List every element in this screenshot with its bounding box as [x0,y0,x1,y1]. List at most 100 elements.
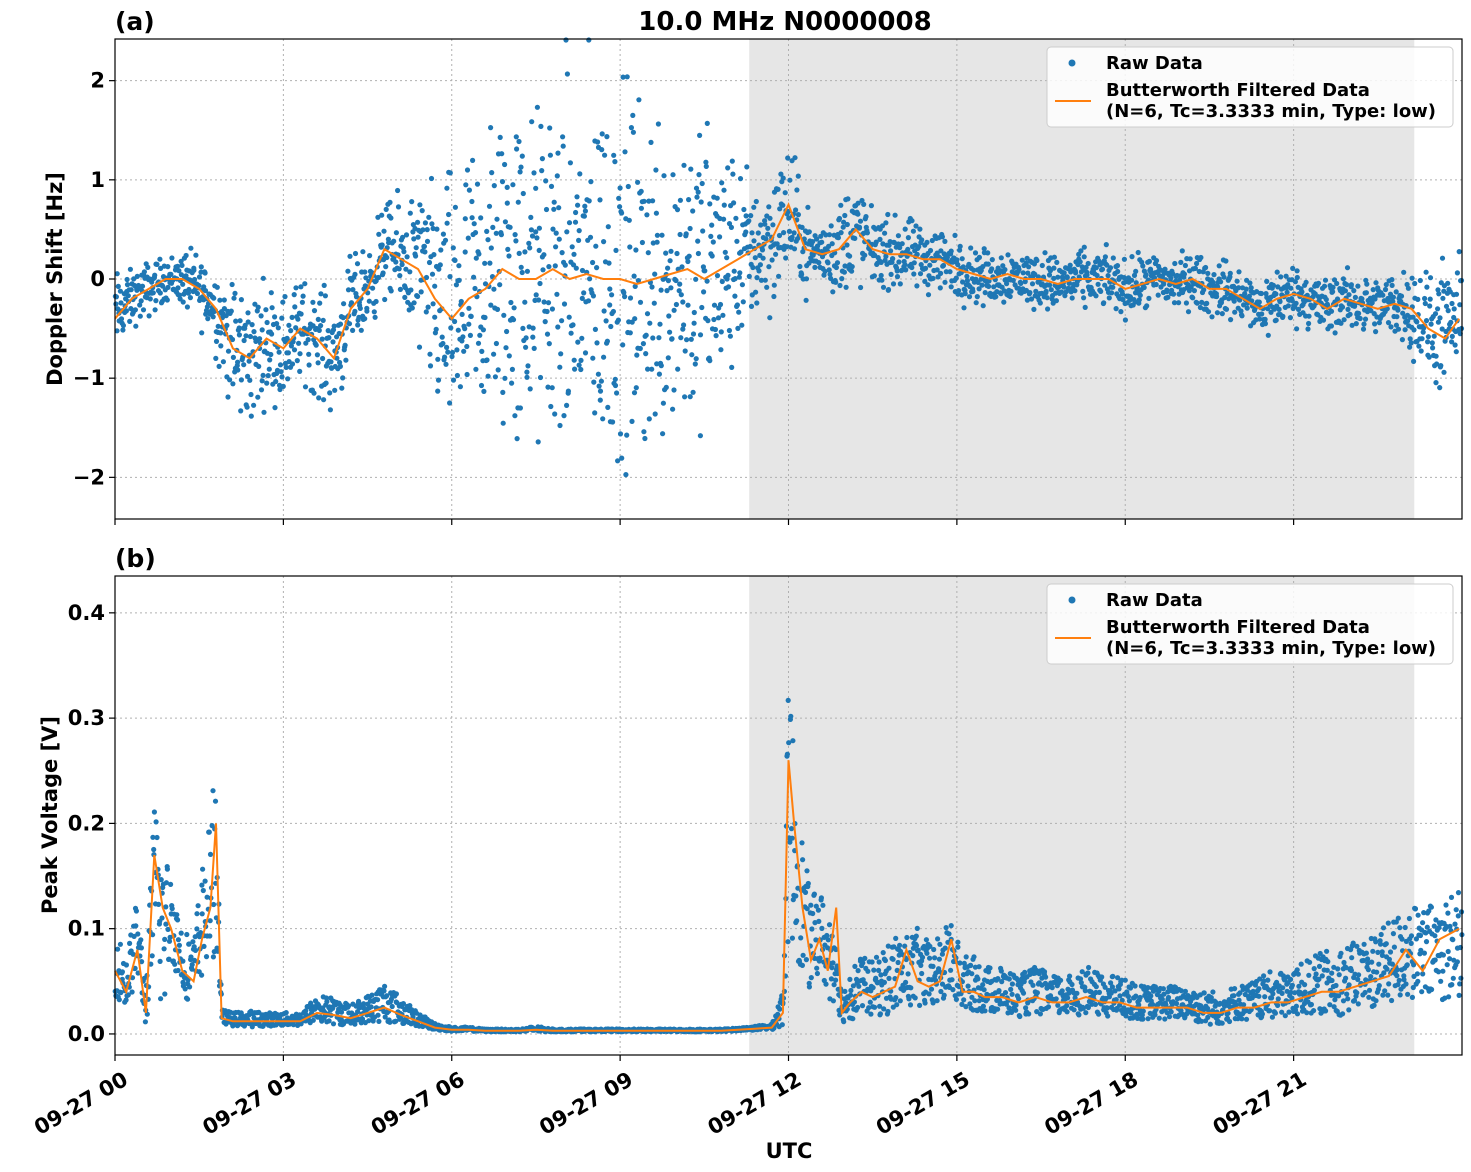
panel-a-raw-point [326,335,332,341]
panel-a-raw-point [1153,281,1159,288]
panel-a-raw-point [966,294,973,300]
panel-a-raw-point [465,235,471,241]
panel-b-raw-point [201,943,207,950]
panel-a-raw-point [293,285,299,291]
panel-a-raw-point [432,283,438,289]
panel-a-raw-point [502,161,508,168]
panel-b-raw-point [131,933,137,940]
panel-a-raw-point [795,212,802,218]
panel-a-raw-point [1109,290,1115,296]
panel-a-raw-point [630,112,636,118]
panel-a-raw-point [504,184,510,190]
panel-b-raw-point [1064,1009,1070,1015]
panel-b-raw-point [876,967,882,974]
panel-a-raw-point [841,269,848,275]
panel-a-raw-point [529,119,535,125]
panel-a-raw-point [674,207,681,213]
panel-a-raw-point [493,230,499,236]
panel-a-raw-point [559,318,565,324]
panel-a-raw-point [859,197,865,204]
panel-a-raw-point [146,313,152,319]
panel-a-raw-point [776,232,783,239]
panel-a-raw-point [631,390,638,396]
panel-b-raw-point [1308,1001,1314,1008]
panel-a-raw-point [1389,277,1395,283]
panel-b-raw-point [818,895,825,901]
panel-a-raw-point [396,266,402,272]
panel-a-raw-point [550,226,556,232]
panel-b-raw-point [923,937,930,943]
panel-b-raw-point [963,954,969,960]
panel-a-raw-point [272,314,278,320]
panel-b-raw-point [326,1018,332,1024]
panel-a-raw-point [520,190,526,197]
panel-a-raw-point [488,302,494,308]
panel-a-raw-point [594,340,600,346]
panel-b-raw-point [1316,963,1323,970]
panel-a-raw-point [629,418,635,424]
panel-a-raw-point [810,239,816,245]
panel-a-raw-point [513,134,519,140]
panel-a-raw-point [1114,263,1121,269]
panel-a-raw-point [644,311,651,317]
panel-a-raw-point [1360,326,1367,332]
panel-a-raw-point [677,197,684,203]
panel-a-raw-point [187,295,193,301]
panel-a-raw-point [457,384,463,390]
panel-a-raw-point [937,285,943,291]
panel-a-raw-point [383,264,389,270]
panel-a-raw-point [668,248,674,254]
panel-b-raw-point [1168,1009,1174,1015]
panel-a-raw-point [350,327,356,333]
panel-a-raw-point [1415,296,1421,302]
panel-a-raw-point [462,216,468,222]
panel-b-raw-point [930,963,936,970]
panel-a-raw-point [558,351,564,357]
panel-a-raw-point [704,120,710,126]
panel-a-raw-point [643,332,649,338]
panel-a-label: (a) [115,7,155,36]
panel-a-raw-point [1445,308,1451,314]
panel-a-raw-point [1082,304,1088,310]
panel-a-raw-point [709,253,715,259]
panel-a-raw-point [498,232,504,238]
panel-b-raw-point [894,1002,900,1008]
panel-b-raw-point [809,926,815,932]
panel-a-raw-point [911,271,917,277]
panel-a-raw-point [393,230,399,236]
panel-a-raw-point [436,266,442,272]
panel-a-raw-point [954,257,960,263]
panel-a-raw-point [758,277,765,283]
panel-a-raw-point [947,269,953,275]
panel-a-raw-point [500,389,506,395]
panel-a-raw-point [510,182,516,188]
panel-a-raw-point [1453,349,1459,355]
panel-a-raw-point [942,238,948,244]
panel-a-raw-point [403,266,409,272]
panel-a-raw-point [342,342,348,348]
panel-b-raw-point [823,981,829,987]
panel-b-raw-point [904,934,910,941]
panel-b-raw-point [908,985,914,991]
panel-a-raw-point [665,278,672,284]
panel-a-raw-point [420,227,426,233]
panel-b-raw-point [905,971,911,977]
panel-a-raw-point [592,326,599,332]
panel-a-raw-point [1347,311,1353,317]
panel-b-raw-point [182,986,188,992]
panel-a-raw-point [658,363,664,369]
panel-b-raw-point [200,887,206,894]
panel-b-raw-point [886,975,892,982]
panel-a-raw-point [587,276,593,282]
panel-a-raw-point [328,359,334,365]
panel-a-raw-point [799,224,805,230]
panel-a-raw-point [1107,265,1114,271]
panel-a-raw-point [827,271,833,277]
panel-a-raw-point [687,394,693,400]
panel-a-raw-point [638,205,645,211]
panel-a-raw-point [579,335,585,341]
panel-a-raw-point [1161,281,1167,287]
panel-a-raw-point [749,230,755,236]
panel-a-raw-point [512,413,518,419]
panel-a-raw-point [751,204,757,210]
